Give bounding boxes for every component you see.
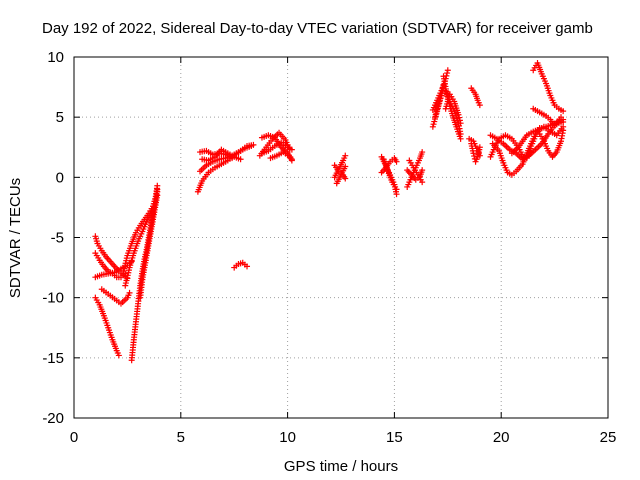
y-tick-labels: -20 -15 -10 -5 0 5 10 [42,49,64,427]
x-tick-label: 5 [177,429,185,446]
data-point [476,102,483,109]
data-point [154,192,161,199]
y-tick-label: 0 [56,169,64,186]
data-point [429,123,436,130]
data-point [288,146,295,153]
data-point [455,111,462,118]
data-point [431,114,438,121]
x-tick-label: 20 [493,429,510,446]
data-point [248,143,255,150]
data-point [456,117,463,124]
y-tick-label: -15 [42,350,64,367]
data-point [444,67,451,74]
data-point [126,289,133,296]
axis-ticks [73,56,609,419]
data-point [457,131,464,138]
data-point [560,123,567,130]
x-tick-labels: 0 5 10 15 20 25 [70,429,617,446]
data-point [342,152,349,159]
y-tick-label: -5 [51,230,64,247]
data-point [476,144,483,151]
data-point [457,120,464,127]
data-point [419,149,426,156]
y-tick-label: -10 [42,290,64,307]
data-point [431,118,438,125]
y-tick-label: 10 [47,49,64,66]
data-point [288,157,295,164]
data-point [432,111,439,118]
x-tick-label: 25 [600,429,617,446]
data-point [342,163,349,170]
data-point [154,186,161,193]
data-point [115,352,122,359]
x-axis-label: GPS time / hours [284,458,398,475]
data-point [470,150,477,157]
data-point [476,152,483,159]
data-point [471,153,478,160]
data-point [456,114,463,121]
chart-title: Day 192 of 2022, Sidereal Day-to-day VTE… [42,20,593,37]
data-point [244,263,251,270]
data-point [430,121,437,128]
y-tick-label: 5 [56,109,64,126]
y-axis-label: SDTVAR / TECUs [7,178,24,298]
data-point [444,70,451,77]
x-tick-label: 0 [70,429,78,446]
data-points [92,60,567,364]
data-point [433,108,440,115]
data-point [560,108,567,115]
x-tick-label: 10 [279,429,296,446]
data-point [434,106,441,113]
x-tick-label: 15 [386,429,403,446]
y-tick-label: -20 [42,410,64,427]
grid-lines [74,57,608,418]
data-point [393,186,400,193]
data-point [419,179,426,186]
data-point [342,175,349,182]
data-point [237,156,244,163]
data-point [419,167,426,174]
data-point [393,158,400,165]
